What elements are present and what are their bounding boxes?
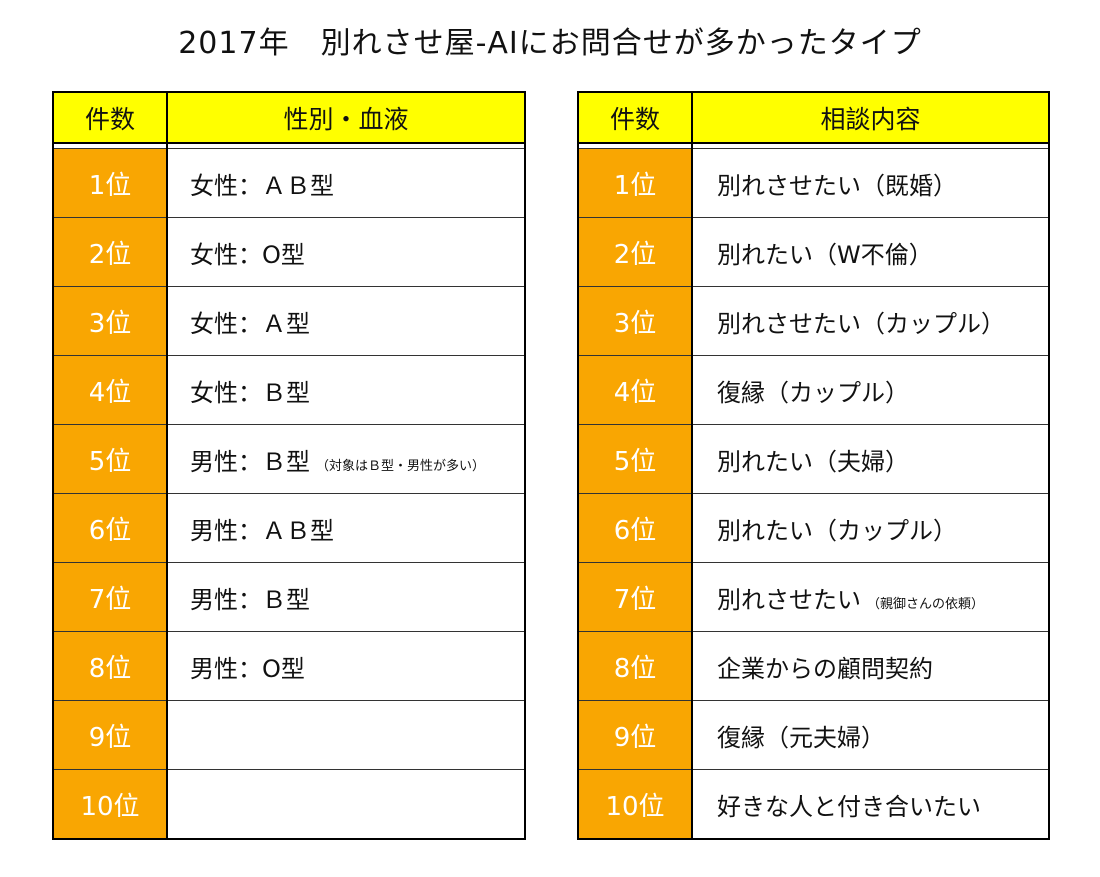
content-cell: [166, 700, 526, 770]
rank-cell: 10位: [52, 769, 168, 840]
rank-cell: 4位: [577, 355, 693, 425]
consultation-ranking-rows: 1位 別れさせたい（既婚） 2位 別れたい（W不倫） 3位 別れさせたい（カップル） 4位復…: [577, 143, 1050, 840]
content-cell: 復縁（カップル）: [691, 355, 1050, 425]
blood-type-ranking-table: 件数 性別・血液 1位 女性：ＡＢ型 2位 女性：O型 3位 女性：Ａ型 4位 女性：Ｂ型 5位…: [52, 91, 526, 840]
content-cell: [166, 769, 526, 840]
rank-cell: 2位: [577, 217, 693, 287]
rank-cell: 3位: [52, 286, 168, 356]
content-note: （親御さんの依頼）: [867, 596, 985, 612]
content-text: 好きな人と付き合いたい: [717, 792, 981, 821]
content-cell: 女性：Ｂ型: [166, 355, 526, 425]
table-row: 2位 別れたい（W不倫）: [577, 217, 1050, 287]
table-row: 2位 女性：O型: [52, 217, 526, 287]
rank-header: 件数: [577, 91, 693, 144]
rank-cell: 7位: [52, 562, 168, 632]
rank-cell: 7位: [577, 562, 693, 632]
table-header-row: 件数 相談内容: [577, 91, 1050, 144]
rank-cell: 2位: [52, 217, 168, 287]
content-text: 男性：O型: [190, 654, 305, 683]
table-row: 1位 女性：ＡＢ型: [52, 148, 526, 218]
content-note: （対象はＢ型・男性が多い）: [316, 458, 486, 474]
table-row: 10位 好きな人と付き合いたい: [577, 769, 1050, 840]
content-cell: 女性：Ａ型: [166, 286, 526, 356]
content-cell: 復縁（元夫婦）: [691, 700, 1050, 770]
table-row: 1位 別れさせたい（既婚）: [577, 148, 1050, 218]
table-row: 6位 別れたい（カップル）: [577, 493, 1050, 563]
consultation-header: 相談内容: [691, 91, 1050, 144]
content-text: 復縁（カップル）: [717, 378, 909, 407]
content-cell: 男性：ＡＢ型: [166, 493, 526, 563]
table-row: 4位 女性：Ｂ型: [52, 355, 526, 425]
content-text: 別れさせたい: [717, 585, 861, 614]
content-cell: 別れたい（夫婦）: [691, 424, 1050, 494]
content-cell: 女性：ＡＢ型: [166, 148, 526, 218]
content-text: 別れさせたい（カップル）: [717, 309, 1005, 338]
consultation-ranking-table: 件数 相談内容 1位 別れさせたい（既婚） 2位 別れたい（W不倫） 3位 別れさせたい（…: [577, 91, 1050, 840]
content-text: 女性：Ｂ型: [190, 378, 310, 407]
content-text: 別れさせたい（既婚）: [717, 171, 957, 200]
rank-header: 件数: [52, 91, 168, 144]
content-cell: 別れさせたい （親御さんの依頼）: [691, 562, 1050, 632]
rank-cell: 10位: [577, 769, 693, 840]
table-row: 7位 男性：Ｂ型: [52, 562, 526, 632]
rank-cell: 4位: [52, 355, 168, 425]
page-title: 2017年 別れさせ屋-AIにお問合せが多かったタイプ: [178, 26, 922, 61]
table-row: 8位 男性：O型: [52, 631, 526, 701]
rank-cell: 6位: [52, 493, 168, 563]
table-row: 3位 女性：Ａ型: [52, 286, 526, 356]
content-cell: 男性：O型: [166, 631, 526, 701]
content-text: 男性：ＡＢ型: [190, 516, 334, 545]
rank-cell: 5位: [577, 424, 693, 494]
rank-cell: 9位: [577, 700, 693, 770]
content-cell: 別れさせたい（カップル）: [691, 286, 1050, 356]
blood-type-ranking-rows: 1位 女性：ＡＢ型 2位 女性：O型 3位 女性：Ａ型 4位 女性：Ｂ型 5位 男性：Ｂ型 （対象は…: [52, 143, 526, 840]
rank-cell: 8位: [577, 631, 693, 701]
content-text: 復縁（元夫婦）: [717, 723, 885, 752]
rank-cell: 8位: [52, 631, 168, 701]
table-row: 6位 男性：ＡＢ型: [52, 493, 526, 563]
table-row: 5位 別れたい（夫婦）: [577, 424, 1050, 494]
table-row: 7位 別れさせたい （親御さんの依頼）: [577, 562, 1050, 632]
content-text: 別れたい（カップル）: [717, 516, 957, 545]
rank-cell: 3位: [577, 286, 693, 356]
table-row: 5位 男性：Ｂ型 （対象はＢ型・男性が多い）: [52, 424, 526, 494]
rank-cell: 1位: [577, 148, 693, 218]
content-cell: 男性：Ｂ型: [166, 562, 526, 632]
content-text: 企業からの顧問契約: [717, 654, 933, 683]
content-text: 男性：Ｂ型: [190, 447, 310, 476]
content-text: 別れたい（W不倫）: [717, 240, 933, 269]
table-row: 3位 別れさせたい（カップル）: [577, 286, 1050, 356]
content-cell: 女性：O型: [166, 217, 526, 287]
table-row: 4位 復縁（カップル）: [577, 355, 1050, 425]
gender-blood-header: 性別・血液: [166, 91, 526, 144]
rank-cell: 5位: [52, 424, 168, 494]
rank-cell: 9位: [52, 700, 168, 770]
table-row: 9位 復縁（元夫婦）: [577, 700, 1050, 770]
table-row: 8位 企業からの顧問契約: [577, 631, 1050, 701]
content-text: 男性：Ｂ型: [190, 585, 310, 614]
table-row: 10位: [52, 769, 526, 840]
table-header-row: 件数 性別・血液: [52, 91, 526, 144]
content-text: 女性：Ａ型: [190, 309, 310, 338]
content-text: 女性：O型: [190, 240, 305, 269]
content-cell: 別れたい（W不倫）: [691, 217, 1050, 287]
content-cell: 男性：Ｂ型 （対象はＢ型・男性が多い）: [166, 424, 526, 494]
content-cell: 企業からの顧問契約: [691, 631, 1050, 701]
rank-cell: 6位: [577, 493, 693, 563]
header-gap: [52, 143, 526, 149]
content-cell: 別れさせたい（既婚）: [691, 148, 1050, 218]
content-cell: 好きな人と付き合いたい: [691, 769, 1050, 840]
content-text: 別れたい（夫婦）: [717, 447, 909, 476]
table-row: 9位: [52, 700, 526, 770]
rank-cell: 1位: [52, 148, 168, 218]
content-text: 女性：ＡＢ型: [190, 171, 334, 200]
header-gap: [577, 143, 1050, 149]
content-cell: 別れたい（カップル）: [691, 493, 1050, 563]
